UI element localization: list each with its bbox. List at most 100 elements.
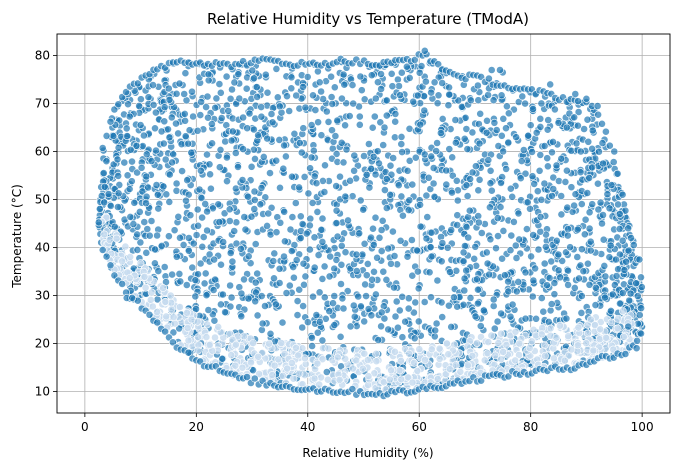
- data-point: [241, 225, 250, 234]
- data-point: [375, 233, 384, 242]
- data-point: [535, 166, 544, 175]
- data-point: [291, 199, 300, 207]
- data-point: [414, 317, 423, 326]
- data-point: [476, 109, 485, 118]
- data-point: [608, 290, 617, 299]
- data-point: [184, 348, 193, 357]
- data-point: [591, 301, 600, 309]
- data-point: [564, 225, 572, 233]
- data-point: [323, 375, 332, 384]
- data-point: [434, 91, 443, 100]
- data-point: [448, 188, 456, 197]
- data-point: [546, 80, 555, 89]
- data-point: [199, 233, 208, 241]
- data-point: [549, 137, 557, 146]
- data-point: [436, 129, 445, 137]
- data-point: [145, 231, 154, 240]
- data-point: [448, 171, 457, 180]
- data-point: [304, 189, 313, 198]
- data-point: [293, 311, 302, 319]
- data-point: [459, 257, 468, 265]
- data-point: [104, 190, 113, 198]
- data-point: [581, 215, 590, 224]
- data-point: [232, 218, 241, 227]
- data-point: [537, 294, 546, 302]
- data-point: [510, 217, 518, 226]
- data-point: [194, 333, 202, 342]
- data-point: [613, 169, 622, 178]
- data-point: [618, 289, 627, 297]
- data-point: [217, 260, 225, 269]
- data-point: [110, 105, 119, 114]
- data-point: [393, 75, 402, 84]
- data-point: [270, 361, 279, 370]
- data-point: [433, 139, 441, 147]
- data-point: [327, 93, 336, 101]
- data-point: [380, 186, 389, 194]
- data-point: [445, 365, 454, 373]
- data-point: [404, 206, 413, 214]
- data-point: [162, 190, 171, 199]
- data-point: [577, 200, 586, 208]
- data-point: [379, 141, 388, 149]
- data-point: [435, 354, 444, 363]
- data-point: [177, 140, 186, 149]
- data-point: [122, 88, 130, 96]
- data-point: [386, 375, 394, 384]
- data-point: [586, 237, 595, 246]
- data-point: [588, 126, 597, 135]
- data-point: [183, 176, 192, 185]
- data-point: [580, 230, 589, 239]
- data-point: [331, 132, 340, 140]
- data-point: [205, 160, 214, 169]
- data-point: [242, 84, 251, 93]
- data-point: [384, 325, 393, 334]
- data-point: [231, 340, 240, 349]
- data-point: [339, 70, 348, 79]
- data-point: [450, 293, 458, 302]
- data-point: [180, 110, 189, 118]
- data-point: [159, 284, 167, 292]
- data-point: [211, 103, 220, 112]
- data-point: [151, 124, 159, 133]
- data-point: [100, 230, 109, 239]
- data-point: [263, 88, 272, 97]
- ticks-layer: 0 20 40 60 80 100 10 20 30 40 50 60 70 80: [35, 49, 654, 434]
- data-point: [203, 207, 211, 216]
- data-point: [318, 274, 327, 283]
- data-point: [493, 317, 502, 326]
- data-point: [181, 116, 189, 125]
- data-point: [557, 210, 566, 219]
- data-point: [125, 112, 134, 121]
- data-point: [357, 86, 366, 95]
- data-point: [295, 183, 303, 192]
- data-point: [102, 131, 111, 140]
- data-point: [337, 138, 346, 147]
- data-point: [410, 334, 419, 343]
- data-point: [147, 157, 156, 165]
- data-point: [346, 322, 355, 331]
- data-point: [573, 253, 582, 261]
- data-point: [360, 349, 369, 358]
- data-point: [548, 148, 556, 157]
- data-point: [563, 166, 571, 175]
- data-point: [442, 339, 451, 348]
- data-point: [350, 151, 359, 160]
- data-point: [529, 231, 538, 239]
- data-point: [247, 162, 256, 171]
- data-point: [303, 73, 312, 81]
- data-point: [292, 256, 301, 264]
- data-point: [280, 237, 289, 246]
- data-point: [181, 69, 190, 78]
- data-point: [322, 107, 331, 116]
- data-point: [247, 212, 256, 221]
- data-point: [309, 292, 317, 301]
- data-point: [204, 70, 213, 79]
- data-point: [405, 124, 414, 133]
- data-point: [267, 203, 276, 212]
- data-point: [202, 291, 211, 300]
- data-point: [433, 374, 442, 383]
- data-point: [203, 226, 211, 235]
- data-point: [497, 309, 505, 318]
- data-point: [254, 352, 263, 361]
